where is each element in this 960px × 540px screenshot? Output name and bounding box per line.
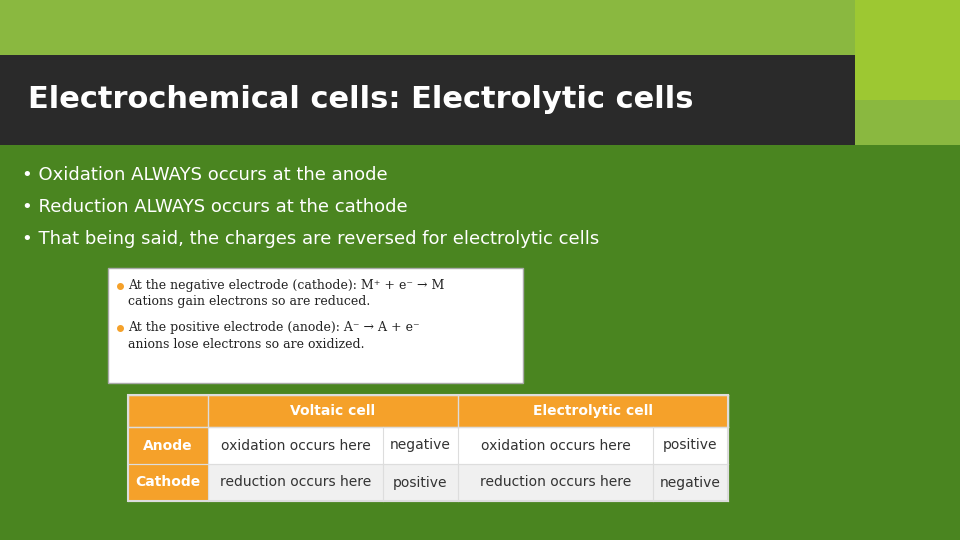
FancyBboxPatch shape (128, 464, 208, 501)
Text: oxidation occurs here: oxidation occurs here (221, 438, 371, 453)
Text: reduction occurs here: reduction occurs here (480, 476, 631, 489)
Text: At the positive electrode (anode): A⁻ → A + e⁻: At the positive electrode (anode): A⁻ → … (128, 321, 420, 334)
Text: reduction occurs here: reduction occurs here (220, 476, 372, 489)
FancyBboxPatch shape (128, 395, 728, 427)
Text: cations gain electrons so are reduced.: cations gain electrons so are reduced. (128, 295, 371, 308)
Text: positive: positive (394, 476, 447, 489)
FancyBboxPatch shape (0, 55, 855, 145)
Text: Electrolytic cell: Electrolytic cell (533, 404, 653, 418)
Text: Voltaic cell: Voltaic cell (291, 404, 375, 418)
FancyBboxPatch shape (208, 464, 728, 501)
Text: Electrochemical cells: Electrolytic cells: Electrochemical cells: Electrolytic cell… (28, 85, 693, 114)
Text: negative: negative (660, 476, 721, 489)
Text: Anode: Anode (143, 438, 193, 453)
Text: At the negative electrode (cathode): M⁺ + e⁻ → M: At the negative electrode (cathode): M⁺ … (128, 280, 444, 293)
FancyBboxPatch shape (855, 0, 960, 100)
Text: oxidation occurs here: oxidation occurs here (481, 438, 631, 453)
Text: • Reduction ALWAYS occurs at the cathode: • Reduction ALWAYS occurs at the cathode (22, 198, 408, 216)
FancyBboxPatch shape (0, 0, 960, 55)
FancyBboxPatch shape (0, 145, 960, 540)
FancyBboxPatch shape (108, 268, 523, 383)
Text: • That being said, the charges are reversed for electrolytic cells: • That being said, the charges are rever… (22, 230, 599, 248)
Text: positive: positive (663, 438, 718, 453)
Text: anions lose electrons so are oxidized.: anions lose electrons so are oxidized. (128, 338, 365, 350)
FancyBboxPatch shape (128, 427, 208, 464)
Text: negative: negative (390, 438, 451, 453)
Text: Cathode: Cathode (135, 476, 201, 489)
Text: • Oxidation ALWAYS occurs at the anode: • Oxidation ALWAYS occurs at the anode (22, 166, 388, 184)
FancyBboxPatch shape (208, 427, 728, 464)
